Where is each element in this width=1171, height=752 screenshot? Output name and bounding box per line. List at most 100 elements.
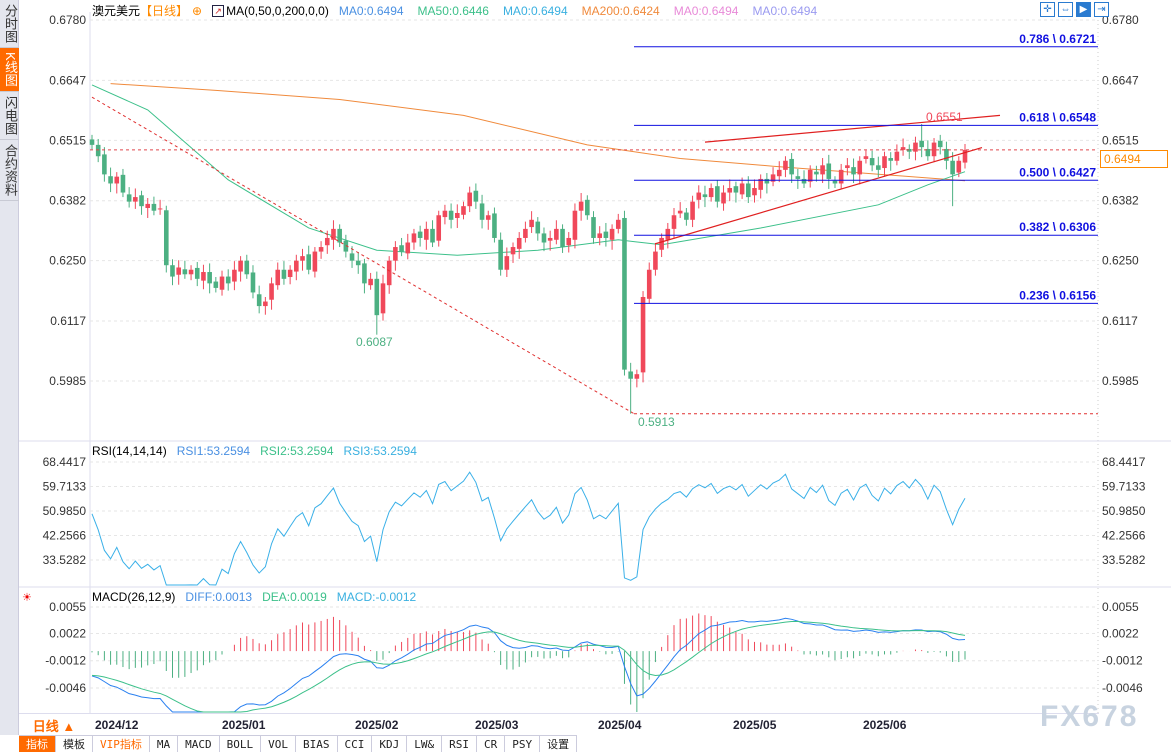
candle-body: [523, 228, 528, 238]
candle-body: [578, 201, 584, 211]
candle-body: [275, 269, 281, 286]
candle-body: [374, 278, 380, 316]
ma200-line: [110, 83, 966, 182]
candle-body: [789, 158, 794, 175]
sidebar-tab-timeshare[interactable]: 分时图: [0, 0, 19, 48]
toolbar-item-4[interactable]: MACD: [178, 736, 220, 752]
candle-body: [894, 151, 900, 161]
indicator-icon[interactable]: ↗: [212, 4, 225, 17]
candle-body: [473, 190, 479, 202]
period-tag: 【日线】: [140, 4, 189, 18]
macd-value: MACD:-0.0012: [336, 590, 417, 604]
fib-label: 0.500 \ 0.6427: [1019, 165, 1096, 179]
candle-body: [634, 374, 640, 379]
fit-icon[interactable]: ⇔: [1058, 2, 1073, 17]
rsi3-value: RSI3:53.2594: [343, 444, 417, 458]
candle-body: [677, 210, 683, 214]
candle-body: [801, 178, 807, 184]
watermark: FX678: [1040, 700, 1139, 733]
toolbar-item-0[interactable]: 指标: [19, 736, 56, 752]
candle-body: [727, 188, 733, 193]
candle-body: [207, 272, 212, 284]
period-button[interactable]: 日线 ▲: [32, 719, 76, 734]
fib-label: 0.618 \ 0.6548: [1019, 110, 1096, 124]
candle-body: [380, 283, 386, 314]
price-label-left: 0.6250: [49, 254, 86, 268]
high-annotation: 0.6551: [926, 110, 963, 124]
rsi-label-right: 42.2566: [1102, 528, 1146, 542]
candle-body: [869, 158, 875, 166]
lower-trendline: [654, 147, 983, 245]
candle-body: [876, 165, 881, 170]
date-label: 2025/06: [863, 718, 907, 732]
candle-body: [956, 160, 962, 173]
sidebar-tab-flash[interactable]: 闪电图: [0, 92, 19, 140]
candle-body: [603, 231, 609, 238]
candle-body: [213, 281, 219, 288]
toolbar-item-1[interactable]: 模板: [56, 736, 93, 752]
sidebar: 分时图 K线图 闪电图 合约资料: [0, 0, 19, 735]
candle-body: [566, 237, 572, 246]
candle-body: [349, 253, 355, 261]
sidebar-tab-kline[interactable]: K线图: [0, 48, 19, 92]
candle-body: [436, 215, 442, 241]
toolbar-item-3[interactable]: MA: [150, 736, 179, 752]
rsi1-value: RSI1:53.2594: [176, 444, 251, 458]
toolbar-item-6[interactable]: VOL: [261, 736, 296, 752]
price-label-right: 0.5985: [1102, 374, 1139, 388]
candle-body: [145, 203, 151, 208]
candle-body: [554, 228, 559, 240]
candle-body: [287, 269, 293, 278]
toolbar-item-8[interactable]: CCI: [338, 736, 373, 752]
candle-body: [424, 228, 429, 240]
sidebar-tab-contract-info[interactable]: 合约资料: [0, 140, 19, 201]
candle-body: [163, 210, 169, 266]
candle-body: [640, 296, 646, 373]
candle-body: [467, 192, 472, 207]
ma-value: MA0:0.6494: [752, 3, 818, 18]
candle-body: [498, 239, 503, 270]
price-label-left: 0.5985: [49, 374, 86, 388]
candle-body: [516, 237, 522, 249]
candle-body: [102, 154, 107, 175]
toolbar-item-13[interactable]: PSY: [505, 736, 541, 752]
play-icon[interactable]: ▶: [1076, 2, 1091, 17]
price-label-right: 0.6250: [1102, 254, 1139, 268]
toolbar-item-2[interactable]: VIP指标: [93, 736, 150, 752]
rsi-line: [91, 471, 966, 586]
rsi-label-left: 68.4417: [43, 455, 87, 469]
settings-icon[interactable]: ⊕: [192, 3, 203, 18]
date-label: 2025/02: [355, 718, 399, 732]
macd-alert-icon[interactable]: ☀: [22, 591, 32, 604]
candle-body: [820, 165, 825, 175]
candle-body: [950, 160, 955, 175]
candle-body: [362, 263, 367, 284]
upper-trendline: [704, 114, 1001, 143]
toolbar-item-14[interactable]: 设置: [540, 736, 578, 752]
fib-label: 0.382 \ 0.6306: [1019, 220, 1096, 234]
toolbar-item-9[interactable]: KDJ: [372, 736, 408, 752]
date-axis: 2024/12 2025/01 2025/02 2025/03 2025/04 …: [19, 713, 1099, 735]
candle-body: [758, 178, 763, 190]
candle-body: [294, 260, 299, 272]
candle-body: [108, 176, 113, 184]
candle-body: [324, 237, 330, 246]
toolbar-item-5[interactable]: BOLL: [220, 736, 262, 752]
low-annotation: 0.6087: [356, 335, 393, 349]
candle-body: [931, 142, 937, 157]
candle-body: [355, 260, 361, 266]
candle-body: [114, 176, 120, 184]
candlestick-chart[interactable]: 0.6780 0.6780 0.6647 0.6647 0.6515 0.6515 0.63…: [0, 0, 1171, 713]
scroll-right-icon[interactable]: ⇥: [1094, 2, 1109, 17]
candle-body: [312, 251, 318, 272]
toolbar-item-10[interactable]: LW&: [407, 736, 443, 752]
candle-body: [845, 165, 850, 169]
date-label: 2025/04: [598, 718, 642, 732]
toolbar-item-12[interactable]: CR: [477, 736, 506, 752]
crosshair-icon[interactable]: ✛: [1040, 2, 1055, 17]
toolbar-item-11[interactable]: RSI: [442, 736, 477, 752]
candle-body: [454, 212, 460, 218]
candle-body: [665, 228, 671, 240]
candle-body: [405, 242, 411, 254]
toolbar-item-7[interactable]: BIAS: [296, 736, 338, 752]
